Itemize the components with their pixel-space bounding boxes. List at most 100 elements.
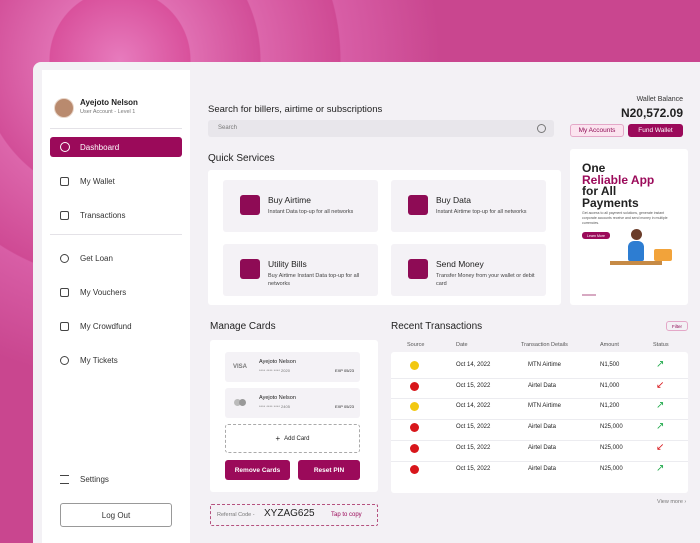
table-cell: Airtel Data	[528, 444, 557, 451]
bank-card[interactable]: Ayejoto Nelson **** **** **** 2405 EXP 0…	[225, 388, 360, 418]
search-placeholder: Search	[218, 125, 238, 131]
filter-button[interactable]: Filter	[666, 321, 688, 331]
avatar	[54, 98, 74, 118]
card-logo	[234, 399, 241, 406]
service-card[interactable]: Buy Airtime Instant Data top-up for all n…	[223, 180, 378, 232]
table-cell: N1,200	[600, 403, 620, 410]
table-cell: Oct 14, 2022	[456, 403, 491, 410]
section-title: Recent Transactions	[391, 321, 483, 332]
table-cell: Oct 14, 2022	[456, 362, 491, 368]
card-name: Ayejoto Nelson	[259, 359, 296, 365]
icon	[60, 288, 69, 297]
column-header: Status	[653, 342, 669, 348]
logout-button[interactable]: Log Out	[60, 503, 172, 527]
row-separator	[391, 377, 688, 379]
nav-item[interactable]: Dashboard	[80, 143, 120, 152]
card-expiry: EXP 05/23	[334, 404, 354, 409]
promo-line: One	[582, 161, 606, 175]
bank-card[interactable]: VISA Ayejoto Nelson **** **** **** 2020 …	[225, 352, 360, 382]
add-card[interactable]: + Add Card	[225, 424, 360, 453]
icon	[60, 356, 69, 365]
status-icon: ↙	[656, 441, 665, 453]
person	[628, 241, 644, 261]
remove-cards-button[interactable]: Remove Cards	[225, 460, 290, 480]
promo-button[interactable]: Learn More	[582, 232, 610, 239]
nav-item[interactable]: Transactions	[80, 211, 126, 220]
button-label: Filter	[672, 323, 682, 329]
search-icon	[537, 124, 546, 133]
my-accounts-button[interactable]: My Accounts	[570, 124, 624, 137]
service-description: Transfer Money from your wallet or debit…	[436, 273, 535, 287]
card-brand: VISA	[233, 364, 248, 370]
nav-item[interactable]: My Vouchers	[80, 288, 127, 297]
service-description: Buy Airtime Instant Data top-up for all …	[268, 273, 360, 287]
button-label: Fund Wallet	[638, 127, 673, 134]
nav-active[interactable]	[50, 137, 182, 157]
table-cell: MTN Airtime	[528, 403, 561, 410]
service-card[interactable]: Buy Data Instant Airtime top-up for all n…	[391, 180, 546, 232]
card-name: Ayejoto Nelson	[259, 395, 296, 401]
table-cell: N1,500	[600, 362, 620, 368]
icon	[60, 322, 69, 331]
separator	[50, 128, 182, 129]
status-icon: ↗	[656, 462, 665, 474]
section-title: Manage Cards	[210, 321, 276, 332]
reset-pin-button[interactable]: Reset PIN	[298, 460, 360, 480]
table-cell: N1,000	[600, 382, 620, 389]
referral-box[interactable]	[210, 504, 378, 526]
service-title: Utility Bills	[268, 259, 307, 269]
search-input[interactable]	[208, 120, 554, 137]
add-card-label: Add Card	[284, 435, 310, 442]
promo-line: for All Payments	[582, 184, 639, 210]
fund-wallet-button[interactable]: Fund Wallet	[628, 124, 683, 137]
table-cell: Airtel Data	[528, 424, 557, 431]
provider-logo	[410, 381, 419, 391]
card-number: **** **** **** 2020	[259, 368, 290, 373]
status-icon: ↗	[656, 359, 665, 370]
provider-logo	[410, 423, 419, 433]
nav-item[interactable]: My Crowdfund	[80, 322, 132, 331]
column-header: Source	[407, 342, 425, 348]
nav-item[interactable]: Get Loan	[80, 254, 113, 263]
user-name: Ayejoto Nelson	[80, 98, 138, 107]
nav-item[interactable]: My Tickets	[80, 356, 118, 365]
promo-line: Reliable App	[582, 173, 655, 187]
promo-text: Get access to all payment solutions, gen…	[582, 211, 668, 225]
status-icon: ↗	[656, 421, 665, 433]
search-title: Search for billers, airtime or subscript…	[208, 104, 383, 115]
icon	[240, 259, 260, 279]
status-icon: ↙	[656, 379, 665, 391]
service-card[interactable]: Send Money Transfer Money from your walle…	[391, 244, 546, 296]
icon	[60, 142, 70, 152]
user-level: User Account - Level 1	[80, 109, 136, 115]
status-icon: ↗	[656, 400, 665, 412]
table-cell: N25,000	[600, 465, 623, 472]
column-header: Date	[456, 342, 468, 348]
icon	[408, 195, 428, 215]
transactions-table	[391, 352, 688, 493]
button-label: My Accounts	[578, 127, 616, 134]
view-more[interactable]: View more ›	[657, 499, 687, 505]
icon	[60, 254, 69, 263]
icon	[408, 259, 428, 279]
service-title: Buy Airtime	[268, 195, 311, 205]
settings[interactable]: Settings	[80, 475, 109, 484]
icon	[240, 195, 260, 215]
column-header: Amount	[600, 342, 619, 348]
icon	[60, 211, 69, 220]
service-description: Instant Data top-up for all networks	[268, 209, 354, 215]
copy-link[interactable]: Tap to copy	[331, 512, 362, 518]
service-card[interactable]: Utility Bills Buy Airtime Instant Data to…	[223, 244, 378, 296]
desk	[610, 261, 662, 265]
view-more-label: View more	[657, 499, 683, 505]
dots	[582, 294, 596, 296]
row-separator	[391, 460, 688, 462]
nav-item[interactable]: My Wallet	[80, 177, 115, 186]
promo-banner: One Reliable App for All Payments Get ac…	[570, 149, 688, 305]
table-cell: Oct 15, 2022	[456, 444, 491, 451]
service-title: Buy Data	[436, 195, 471, 205]
plus-icon: +	[275, 434, 281, 443]
table-cell: MTN Airtime	[528, 362, 561, 368]
card-expiry: EXP 05/23	[334, 368, 354, 373]
